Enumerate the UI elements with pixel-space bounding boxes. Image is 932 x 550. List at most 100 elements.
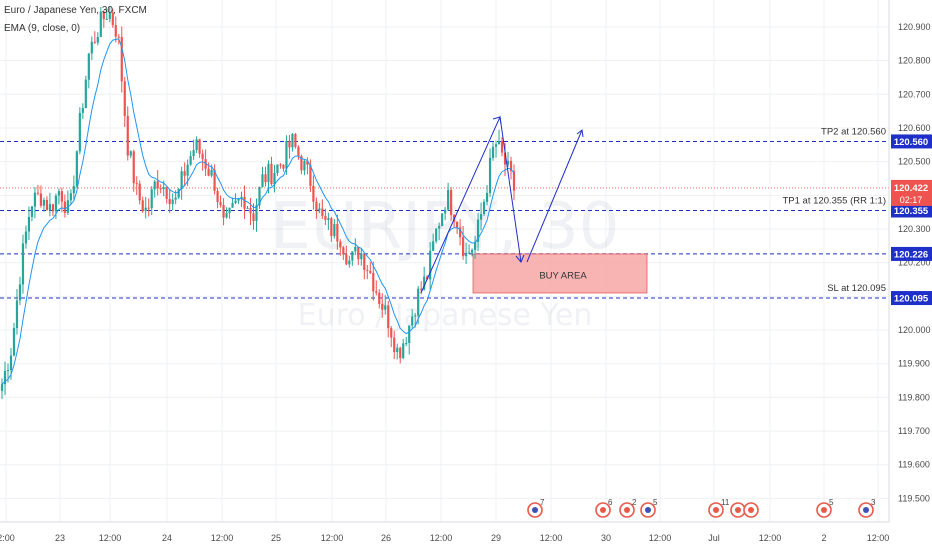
- event-marker-dot: [713, 507, 719, 513]
- buy-area-box[interactable]: [472, 253, 648, 294]
- candle-body: [135, 183, 138, 185]
- candle-body: [321, 208, 324, 216]
- candle-body: [324, 215, 327, 220]
- candle-body: [240, 196, 243, 199]
- candle-body: [165, 187, 168, 199]
- price-axis[interactable]: 119.500 119.600 119.700 119.800 119.900 120.0…: [898, 22, 931, 503]
- candle-body: [467, 252, 471, 254]
- candle-body: [285, 141, 288, 169]
- event-markers[interactable]: 7 6 2 5 11 5 3: [527, 498, 876, 518]
- candle-body: [201, 153, 204, 160]
- candle-body: [476, 219, 480, 242]
- candle-body: [15, 300, 19, 329]
- candle-body: [348, 260, 351, 265]
- event-count: 5: [653, 498, 658, 507]
- level-label: TP1 at 120.355 (RR 1:1): [783, 195, 887, 206]
- candle-body: [420, 288, 423, 290]
- candle-body: [225, 213, 228, 218]
- candle-body: [84, 79, 87, 109]
- event-marker-dot: [863, 507, 869, 513]
- candle-body: [96, 36, 99, 43]
- candle-body: [129, 151, 132, 156]
- candle-body: [141, 200, 144, 212]
- candle-body: [414, 315, 417, 317]
- event-count: 7: [540, 498, 545, 507]
- candle-body: [210, 169, 213, 176]
- indicator-legend: EMA (9, close, 0): [4, 23, 81, 34]
- candle-body: [6, 370, 10, 372]
- candle-body: [282, 164, 285, 169]
- x-tick-label: 12:00: [759, 533, 782, 543]
- candle-body: [339, 241, 342, 248]
- candle-body: [150, 189, 153, 209]
- level-price-tag: [891, 203, 932, 218]
- candle-body: [114, 25, 117, 37]
- candle-body: [117, 36, 120, 38]
- candle-body: [318, 208, 321, 211]
- candle-body: [60, 191, 63, 202]
- y-tick-label: 120.600: [898, 123, 931, 133]
- candle-body: [273, 172, 276, 185]
- candle-body: [3, 371, 7, 385]
- candle-body: [345, 254, 348, 265]
- candle-body: [381, 303, 384, 310]
- candle-body: [279, 164, 282, 166]
- x-tick-label: 12:00: [867, 533, 890, 543]
- projection-arrowhead-1: [492, 116, 502, 125]
- candle-body: [237, 198, 240, 201]
- candle-body: [30, 206, 34, 217]
- current-price-tag: [891, 179, 932, 206]
- level-price-tag: [891, 291, 932, 306]
- candle-body: [288, 141, 291, 148]
- candle-body: [378, 292, 381, 304]
- candle-body: [399, 347, 402, 359]
- chart-title: Euro / Japanese Yen, 30, FXCM: [4, 5, 147, 16]
- candle-body: [252, 213, 255, 221]
- candle-body: [447, 190, 450, 210]
- candle-body: [219, 202, 222, 206]
- candle-body: [312, 185, 315, 202]
- candle-body: [473, 241, 477, 250]
- candle-body: [222, 205, 225, 218]
- candle-body: [297, 146, 300, 156]
- candle-body: [39, 193, 43, 206]
- candle-body: [258, 186, 261, 206]
- y-tick-label: 120.000: [898, 325, 931, 335]
- candle-body: [180, 171, 183, 189]
- x-tick-label: 30: [601, 533, 611, 543]
- candle-body: [228, 207, 231, 214]
- candle-body: [291, 133, 294, 148]
- candle-body: [162, 187, 165, 190]
- candle-body: [387, 305, 390, 329]
- x-tick-label: 12:00: [99, 533, 122, 543]
- candle-body: [336, 223, 339, 242]
- candle-body: [417, 288, 420, 316]
- candle-body: [9, 355, 13, 371]
- y-tick-label: 120.500: [898, 157, 931, 167]
- candle-body: [102, 11, 105, 20]
- candle-body: [174, 197, 177, 200]
- y-tick-label: 120.700: [898, 89, 931, 99]
- candle-body: [186, 164, 189, 176]
- candle-body: [87, 53, 90, 80]
- candle-body: [0, 384, 4, 391]
- event-count: 6: [608, 498, 613, 507]
- candle-body: [54, 195, 57, 212]
- event-marker-dot: [821, 507, 827, 513]
- y-tick-label: 119.900: [898, 359, 930, 369]
- level-label: TP2 at 120.560: [821, 126, 886, 137]
- candle-body: [195, 139, 198, 151]
- candle-body: [366, 269, 369, 271]
- candle-body: [393, 337, 396, 352]
- candle-body: [123, 81, 126, 116]
- candle-body: [234, 200, 237, 204]
- candle-body: [168, 198, 171, 205]
- candle-body: [78, 112, 81, 152]
- candle-body: [57, 191, 60, 196]
- candle-body: [384, 305, 387, 310]
- event-count: 11: [721, 498, 730, 507]
- candle-body: [491, 146, 495, 158]
- candle-body: [171, 199, 174, 205]
- time-axis[interactable]: 2:00 23 12:00 24 12:00 25 12:00 26 12:00 29 12:00 3…: [0, 533, 889, 543]
